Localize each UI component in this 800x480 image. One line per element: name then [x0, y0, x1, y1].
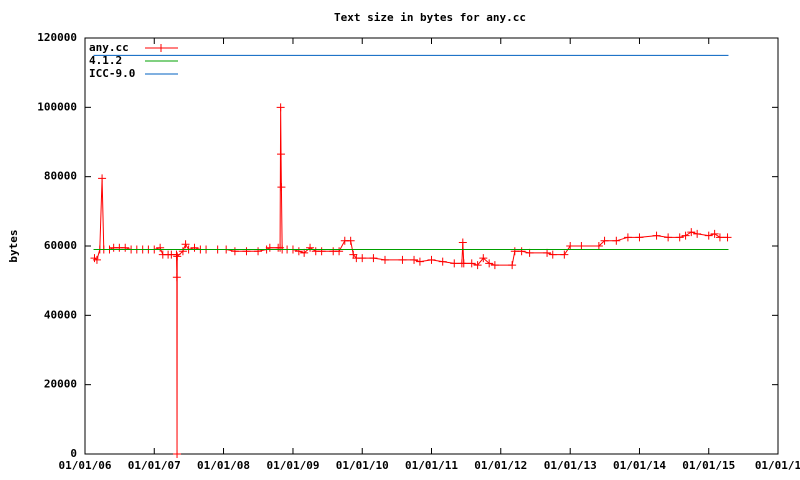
point-marker: [664, 233, 673, 242]
point-marker: [479, 254, 488, 263]
point-marker: [276, 103, 285, 112]
point-marker: [517, 247, 526, 256]
y-tick-label: 100000: [37, 100, 77, 113]
y-tick-label: 0: [70, 447, 77, 460]
point-marker: [635, 233, 644, 242]
point-marker: [178, 247, 187, 256]
point-marker: [485, 259, 494, 268]
point-marker: [173, 450, 182, 458]
point-marker: [173, 252, 182, 261]
y-tick-label: 60000: [44, 239, 77, 252]
point-marker: [548, 250, 557, 259]
point-marker: [121, 243, 130, 252]
y-tick-label: 80000: [44, 170, 77, 183]
point-marker: [358, 254, 367, 263]
point-marker: [276, 243, 285, 252]
point-marker: [693, 229, 702, 238]
point-marker: [473, 261, 482, 270]
x-tick-label: 01/01/07: [128, 459, 181, 472]
point-marker: [265, 243, 274, 252]
x-tick-label: 01/01/08: [197, 459, 250, 472]
point-marker: [181, 240, 190, 249]
point-marker: [459, 259, 468, 268]
point-marker: [450, 259, 459, 268]
legend-label: ICC-9.0: [89, 67, 135, 80]
point-marker: [254, 247, 263, 256]
point-marker: [490, 261, 499, 270]
x-tick-label: 01/01/10: [336, 459, 389, 472]
series-line: [94, 107, 728, 455]
y-tick-label: 120000: [37, 31, 77, 44]
x-tick-label: 01/01/1: [755, 459, 800, 472]
point-marker: [458, 238, 467, 247]
point-marker: [438, 257, 447, 266]
point-marker: [577, 242, 586, 250]
point-marker: [306, 243, 315, 252]
point-marker: [600, 236, 609, 245]
point-marker: [230, 247, 239, 256]
point-marker: [277, 150, 286, 159]
y-tick-label: 40000: [44, 308, 77, 321]
point-marker: [723, 233, 732, 242]
point-marker: [715, 233, 724, 242]
point-marker: [687, 228, 696, 237]
y-axis-label: bytes: [7, 229, 20, 262]
point-marker: [560, 250, 569, 259]
x-tick-label: 01/01/09: [266, 459, 319, 472]
point-marker: [681, 231, 690, 240]
y-tick-label: 20000: [44, 378, 77, 391]
chart-title: Text size in bytes for any.cc: [334, 11, 526, 24]
point-marker: [543, 248, 552, 257]
x-tick-label: 01/01/11: [405, 459, 458, 472]
x-tick-label: 01/01/06: [59, 459, 112, 472]
point-marker: [92, 255, 101, 264]
point-marker: [612, 236, 621, 245]
legend-label: 4.1.2: [89, 54, 122, 67]
point-marker: [623, 233, 632, 242]
x-tick-label: 01/01/12: [474, 459, 527, 472]
point-marker: [704, 231, 713, 240]
x-tick-label: 01/01/13: [544, 459, 597, 472]
point-marker: [710, 229, 719, 238]
point-marker: [294, 247, 303, 256]
point-marker: [467, 259, 476, 268]
legend-marker: [157, 44, 165, 52]
point-marker: [510, 247, 519, 256]
point-marker: [508, 261, 517, 270]
point-marker: [190, 243, 199, 252]
x-tick-label: 01/01/14: [613, 459, 666, 472]
point-marker: [346, 236, 355, 245]
point-marker: [525, 248, 534, 257]
point-marker: [415, 257, 424, 266]
point-marker: [398, 255, 407, 264]
point-marker: [652, 231, 661, 240]
point-marker: [98, 174, 107, 183]
point-marker: [300, 248, 309, 257]
point-marker: [381, 255, 390, 264]
point-marker: [566, 242, 575, 250]
point-marker: [675, 233, 684, 242]
point-marker: [242, 247, 251, 256]
legend-label: any.cc: [89, 41, 129, 54]
point-marker: [172, 273, 181, 282]
point-marker: [369, 254, 378, 263]
point-marker: [335, 247, 344, 256]
point-marker: [172, 250, 181, 259]
point-marker: [410, 255, 419, 264]
x-tick-label: 01/01/15: [682, 459, 735, 472]
point-marker: [156, 243, 165, 252]
point-marker: [427, 255, 436, 264]
point-marker: [277, 183, 286, 192]
point-marker: [594, 242, 603, 250]
point-marker: [317, 247, 326, 256]
